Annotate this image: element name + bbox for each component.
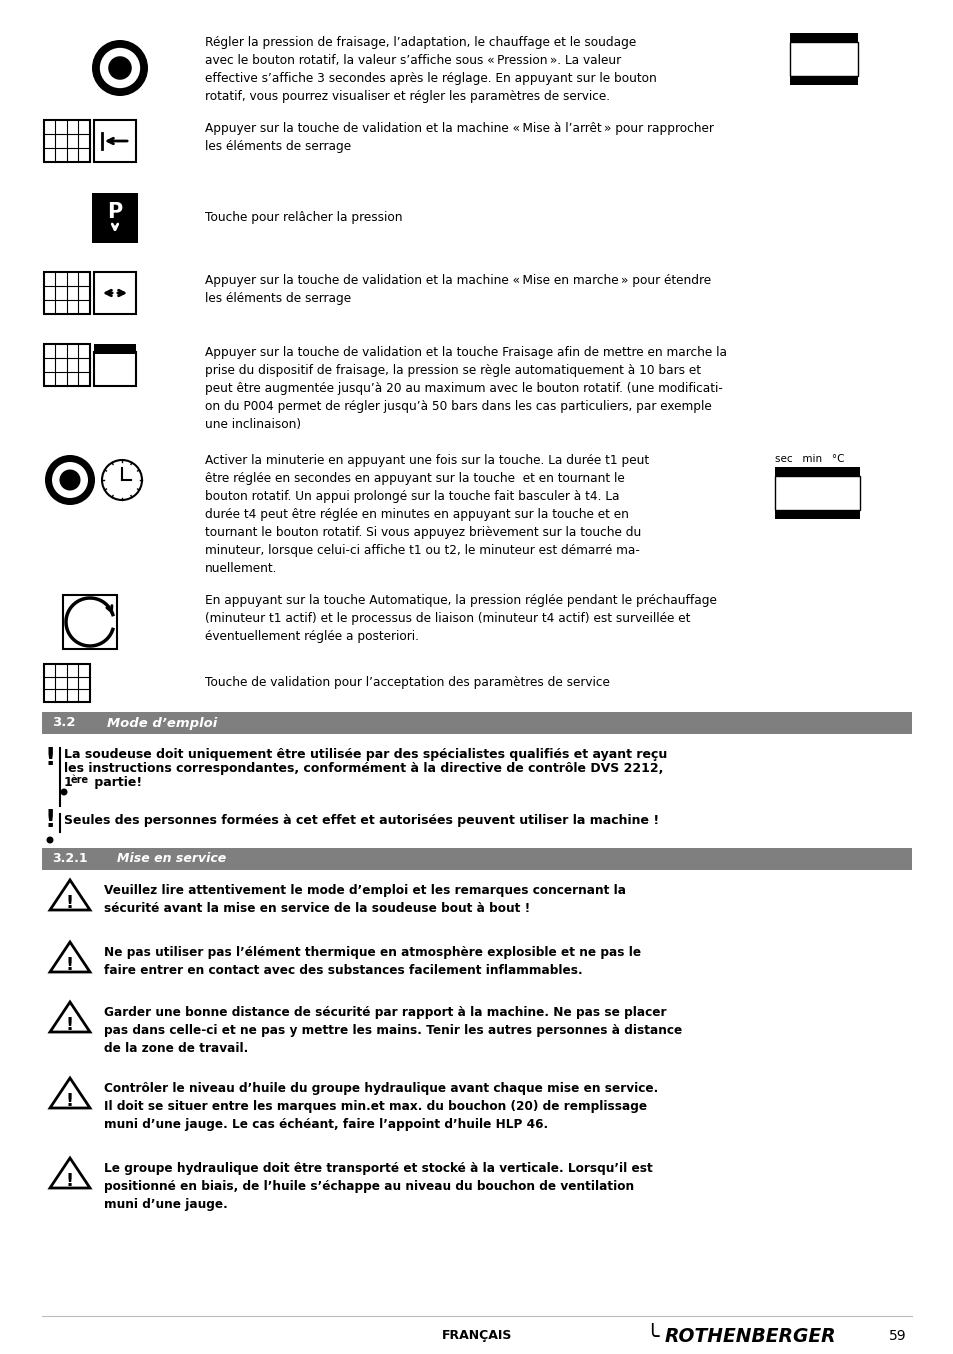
Text: Mode d’emploi: Mode d’emploi [107, 716, 217, 730]
Text: 3.2: 3.2 [52, 716, 75, 730]
FancyBboxPatch shape [42, 712, 911, 734]
FancyBboxPatch shape [44, 121, 90, 162]
Polygon shape [50, 880, 90, 910]
Text: ╰: ╰ [644, 1328, 658, 1349]
Circle shape [47, 837, 53, 844]
Text: Appuyer sur la touche de validation et la machine « Mise en marche » pour étendr: Appuyer sur la touche de validation et l… [205, 274, 710, 305]
Text: La soudeuse doit uniquement être utilisée par des spécialistes qualifiés et ayan: La soudeuse doit uniquement être utilisé… [64, 747, 666, 761]
FancyBboxPatch shape [94, 272, 136, 314]
Polygon shape [50, 1078, 90, 1108]
Circle shape [52, 462, 88, 498]
Text: Garder une bonne distance de sécurité par rapport à la machine. Ne pas se placer: Garder une bonne distance de sécurité pa… [104, 1006, 681, 1055]
Circle shape [108, 57, 132, 80]
FancyBboxPatch shape [44, 344, 90, 386]
Text: Le groupe hydraulique doit être transporté et stocké à la verticale. Lorsqu’il e: Le groupe hydraulique doit être transpor… [104, 1162, 652, 1210]
FancyBboxPatch shape [94, 352, 136, 386]
Text: ère: ère [71, 774, 89, 785]
Text: Seules des personnes formées à cet effet et autorisées peuvent utiliser la machi: Seules des personnes formées à cet effet… [64, 814, 659, 827]
Text: FRANÇAIS: FRANÇAIS [441, 1330, 512, 1343]
FancyBboxPatch shape [789, 42, 857, 76]
Polygon shape [50, 942, 90, 972]
Text: Régler la pression de fraisage, l’adaptation, le chauffage et le soudage
avec le: Régler la pression de fraisage, l’adapta… [205, 37, 656, 103]
Text: !: ! [66, 894, 74, 913]
Circle shape [91, 41, 148, 96]
Text: les instructions correspondantes, conformément à la directive de contrôle DVS 22: les instructions correspondantes, confor… [64, 762, 662, 774]
Text: !: ! [44, 808, 55, 831]
Text: partie!: partie! [90, 776, 142, 789]
Text: Appuyer sur la touche de validation et la machine « Mise à l’arrêt » pour rappro: Appuyer sur la touche de validation et l… [205, 122, 713, 153]
Text: Activer la minuterie en appuyant une fois sur la touche. La durée t1 peut
être r: Activer la minuterie en appuyant une foi… [205, 454, 648, 575]
Text: Touche de validation pour l’acceptation des paramètres de service: Touche de validation pour l’acceptation … [205, 676, 609, 689]
FancyBboxPatch shape [774, 509, 859, 519]
FancyBboxPatch shape [774, 467, 859, 477]
FancyBboxPatch shape [42, 848, 911, 871]
FancyBboxPatch shape [94, 121, 136, 162]
Circle shape [45, 455, 95, 505]
Polygon shape [50, 1158, 90, 1187]
FancyBboxPatch shape [91, 194, 138, 242]
FancyBboxPatch shape [789, 76, 857, 85]
Polygon shape [50, 1002, 90, 1032]
Text: !: ! [66, 1016, 74, 1034]
Text: Touche pour relâcher la pression: Touche pour relâcher la pression [205, 211, 402, 223]
Circle shape [60, 788, 68, 796]
FancyBboxPatch shape [774, 477, 859, 509]
Text: Ne pas utiliser pas l’élément thermique en atmosphère explosible et ne pas le
fa: Ne pas utiliser pas l’élément thermique … [104, 946, 640, 978]
Text: Veuillez lire attentivement le mode d’emploi et les remarques concernant la
sécu: Veuillez lire attentivement le mode d’em… [104, 884, 625, 915]
Text: Appuyer sur la touche de validation et la touche Fraisage afin de mettre en marc: Appuyer sur la touche de validation et l… [205, 347, 726, 431]
Text: En appuyant sur la touche Automatique, la pression réglée pendant le préchauffag: En appuyant sur la touche Automatique, l… [205, 594, 716, 643]
Text: 1: 1 [64, 776, 72, 789]
FancyBboxPatch shape [44, 663, 90, 701]
Text: sec   min   °C: sec min °C [774, 454, 843, 464]
Circle shape [59, 470, 80, 490]
Text: !: ! [66, 956, 74, 974]
Text: 59: 59 [888, 1330, 906, 1343]
FancyBboxPatch shape [44, 272, 90, 314]
Text: P: P [108, 202, 123, 222]
Text: ROTHENBERGER: ROTHENBERGER [664, 1327, 836, 1346]
Text: !: ! [44, 746, 55, 770]
Circle shape [102, 460, 142, 500]
Circle shape [100, 47, 140, 88]
Text: !: ! [66, 1091, 74, 1110]
Text: Mise en service: Mise en service [117, 853, 226, 865]
Text: Contrôler le niveau d’huile du groupe hydraulique avant chaque mise en service.
: Contrôler le niveau d’huile du groupe hy… [104, 1082, 658, 1131]
FancyBboxPatch shape [789, 32, 857, 42]
FancyBboxPatch shape [94, 344, 136, 353]
Text: 3.2.1: 3.2.1 [52, 853, 88, 865]
Text: !: ! [66, 1173, 74, 1190]
